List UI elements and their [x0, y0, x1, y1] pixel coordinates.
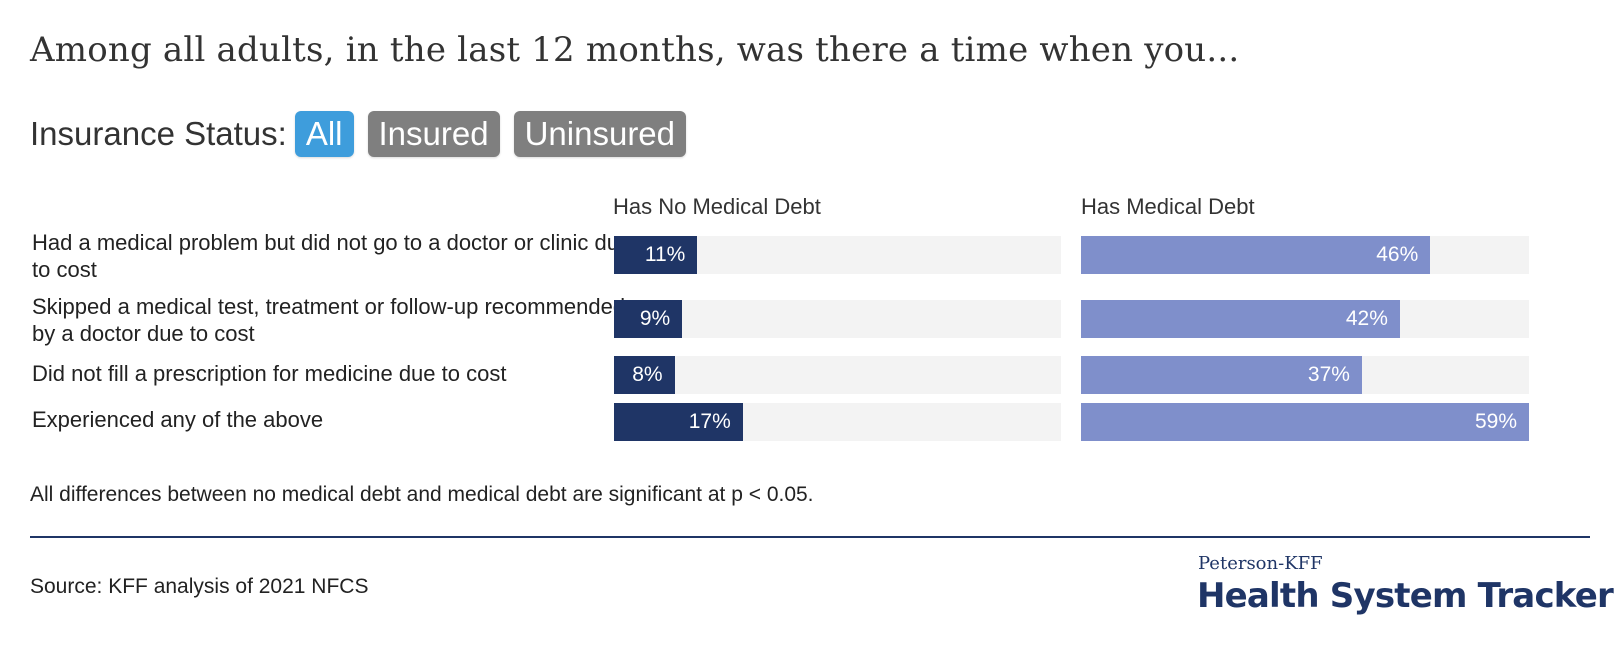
bar-debt[interactable]: 42%	[1081, 300, 1400, 338]
bar-track-debt: 42%	[1081, 300, 1529, 338]
row-label: Had a medical problem but did not go to …	[32, 230, 632, 282]
bar-no-debt[interactable]: 17%	[614, 403, 743, 441]
bar-no-debt[interactable]: 11%	[614, 236, 698, 274]
row-label: Experienced any of the above	[32, 407, 324, 432]
source-note: Source: KFF analysis of 2021 NFCS	[30, 575, 369, 598]
insurance-status-filter: Insurance Status: All Insured Uninsured	[30, 111, 700, 157]
bar-track-no-debt: 17%	[614, 403, 1061, 441]
bar-track-debt: 59%	[1081, 403, 1529, 441]
bar-no-debt[interactable]: 8%	[614, 356, 675, 394]
divider	[30, 536, 1590, 538]
bar-value-label: 42%	[1345, 307, 1388, 330]
bar-track-debt: 37%	[1081, 356, 1529, 394]
bar-debt[interactable]: 59%	[1081, 403, 1529, 441]
bar-value-label: 9%	[639, 307, 671, 330]
bar-value-label: 37%	[1307, 363, 1350, 386]
bar-debt[interactable]: 46%	[1081, 236, 1431, 274]
filter-option-uninsured[interactable]: Uninsured	[513, 111, 687, 157]
row-label: Did not fill a prescription for medicine…	[32, 361, 507, 386]
bar-value-label: 17%	[688, 410, 731, 433]
filter-option-all[interactable]: All	[294, 111, 354, 157]
bar-value-label: 46%	[1376, 243, 1419, 266]
brand-line-1: Peterson-KFF	[1198, 553, 1323, 574]
bar-debt[interactable]: 37%	[1081, 356, 1362, 394]
filter-option-insured[interactable]: Insured	[367, 111, 500, 157]
bar-track-no-debt: 9%	[614, 300, 1061, 338]
column-header-no-debt: Has No Medical Debt	[613, 194, 821, 219]
bar-value-label: 11%	[644, 243, 686, 266]
bar-track-debt: 46%	[1081, 236, 1529, 274]
bar-value-label: 8%	[632, 363, 663, 386]
bar-no-debt[interactable]: 9%	[614, 300, 683, 338]
filter-label: Insurance Status:	[30, 115, 287, 152]
row-label: Skipped a medical test, treatment or fol…	[32, 294, 626, 346]
bar-track-no-debt: 8%	[614, 356, 1061, 394]
chart-title: Among all adults, in the last 12 months,…	[30, 30, 1240, 70]
significance-note: All differences between no medical debt …	[30, 483, 814, 506]
brand-line-2: Health System Tracker	[1197, 576, 1614, 616]
bar-track-no-debt: 11%	[614, 236, 1061, 274]
bar-value-label: 59%	[1474, 410, 1517, 433]
column-header-debt: Has Medical Debt	[1081, 194, 1255, 219]
